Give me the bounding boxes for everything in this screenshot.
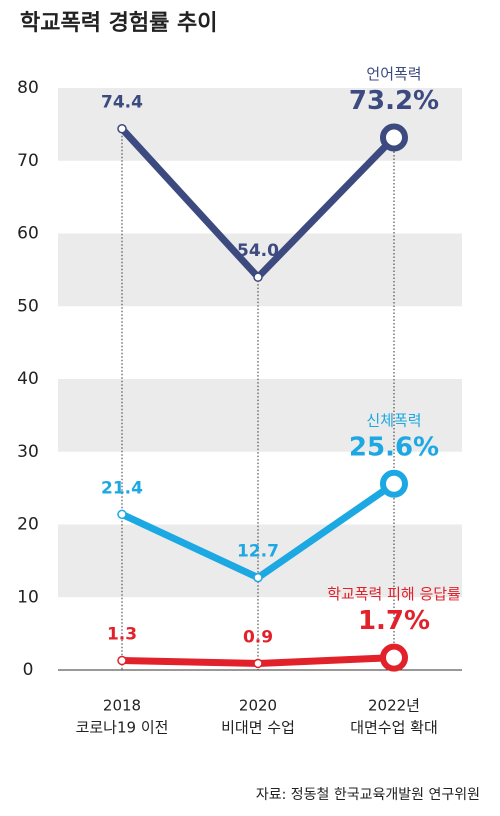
point (253, 572, 263, 583)
legend-label: 언어폭력 (366, 65, 421, 83)
band (58, 379, 462, 452)
value-label: 0.9 (243, 627, 273, 647)
value-label: 12.7 (237, 542, 279, 562)
y-tick-label: 60 (17, 224, 39, 244)
x-tick-label: 코로나19 이전 (76, 719, 169, 737)
source: 자료: 정동철 한국교육개발원 연구위원 (256, 787, 480, 803)
point (380, 643, 408, 672)
y-tick-label: 10 (17, 587, 39, 607)
value-label: 1.7% (358, 606, 430, 636)
y-tick-label: 20 (17, 515, 39, 535)
y-tick-label: 30 (17, 442, 39, 462)
value-label: 73.2% (349, 86, 439, 116)
value-label: 74.4 (101, 93, 143, 113)
value-label: 21.4 (101, 478, 143, 498)
x-tick-label: 2022년 (368, 697, 420, 715)
y-tick-label: 70 (17, 151, 39, 171)
x-tick-label: 2018 (103, 697, 141, 715)
y-tick-label: 0 (23, 660, 34, 680)
point (380, 469, 408, 498)
point (117, 655, 127, 666)
y-tick-label: 50 (17, 296, 39, 316)
value-label: 54.0 (237, 241, 279, 261)
point (117, 123, 127, 134)
x-tick-label: 대면수업 확대 (350, 719, 438, 737)
point (380, 123, 408, 152)
point (253, 272, 263, 282)
band (58, 524, 462, 598)
chart-title: 학교폭력 경험률 추이 (20, 10, 217, 36)
y-tick-label: 40 (17, 369, 39, 389)
legend-label: 학교폭력 피해 응답률 (327, 585, 461, 603)
band (58, 233, 462, 307)
x-tick-label: 2020 (239, 697, 277, 715)
legend-label: 신체폭력 (366, 411, 421, 429)
value-label: 1.3 (107, 625, 137, 645)
y-tick-label: 80 (17, 78, 39, 98)
value-label: 25.6% (349, 432, 439, 462)
point (117, 509, 127, 520)
point (253, 658, 263, 669)
x-tick-label: 비대면 수업 (221, 719, 295, 737)
